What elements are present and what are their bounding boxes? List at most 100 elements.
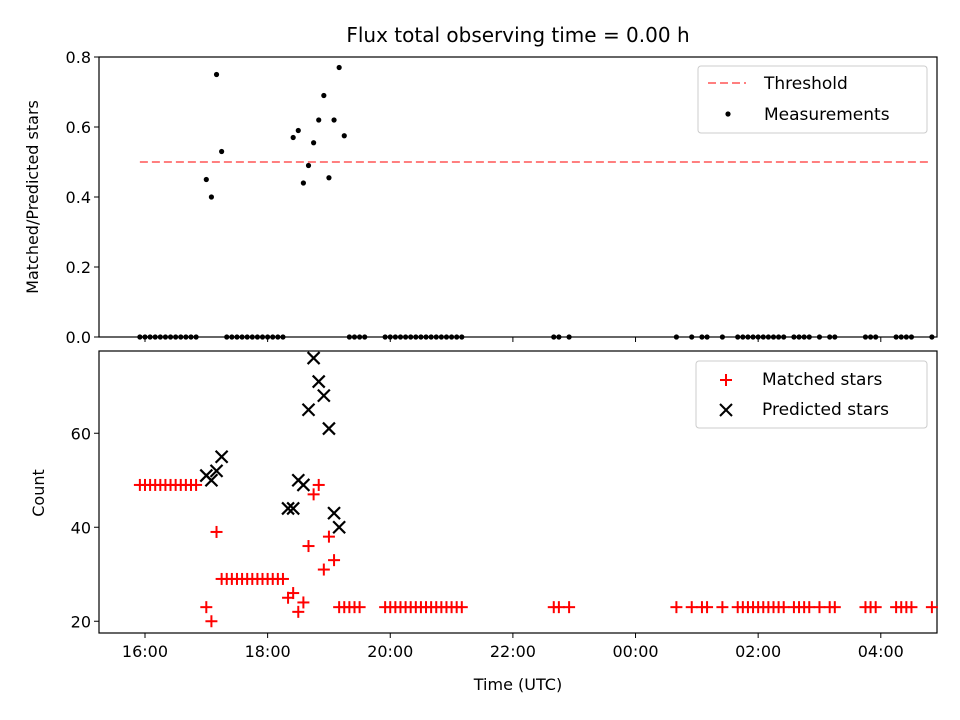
measurement-point: [745, 334, 751, 340]
measurement-point: [791, 334, 797, 340]
measurement-point: [908, 334, 915, 340]
predicted-star-marker: [306, 351, 321, 365]
measurement-point: [397, 334, 404, 340]
predicted-legend-swatch: [719, 403, 733, 417]
measurement-point: [157, 334, 163, 340]
measurement-point: [775, 334, 782, 340]
measurement-point: [219, 148, 225, 155]
measurement-point: [351, 334, 358, 340]
matched-star-marker: [455, 601, 468, 614]
measurement-point: [178, 334, 184, 340]
measurement-point: [275, 334, 281, 340]
measurement-point: [259, 334, 266, 340]
top-y-tick-label: 0.8: [66, 48, 91, 67]
predicted-star-marker: [296, 478, 311, 492]
measurement-point: [862, 334, 869, 340]
measurement-point: [827, 334, 833, 340]
measurement-point: [438, 334, 444, 340]
predicted-star-marker: [311, 374, 326, 389]
measurement-point: [137, 334, 143, 340]
measurement-point: [356, 334, 363, 340]
measurement-point: [832, 334, 838, 340]
measurement-point: [234, 334, 240, 340]
measurement-point: [755, 334, 761, 340]
measurement-point: [704, 334, 710, 340]
x-tick-label: 18:00: [245, 642, 291, 661]
measurement-point: [801, 334, 807, 340]
predicted-star-marker: [281, 501, 295, 516]
measurement-point: [142, 334, 148, 340]
measurement-point: [346, 334, 352, 340]
x-tick-label: 16:00: [122, 642, 168, 661]
measurement-point: [229, 334, 235, 340]
matched-star-marker: [813, 601, 826, 614]
measurement-point: [816, 334, 823, 340]
measurement-point: [382, 334, 388, 340]
matched-star-marker: [670, 601, 683, 614]
predicted-star-marker: [317, 388, 331, 403]
top-legend: Threshold Measurements: [697, 65, 928, 134]
measurement-point: [673, 334, 680, 340]
measurement-point: [162, 334, 169, 340]
bottom-legend-box: [695, 360, 928, 429]
measurement-point: [331, 117, 337, 123]
measurement-point: [326, 175, 332, 181]
measurement-point: [254, 334, 261, 340]
matched-star-marker: [716, 601, 729, 614]
measurement-point: [224, 334, 230, 340]
measurement-point: [392, 334, 398, 340]
measurement-point: [387, 334, 393, 340]
x-tick-label: 20:00: [367, 642, 413, 661]
bottom-y-ticks: 20 40 60: [71, 424, 99, 631]
measurement-point: [898, 334, 904, 340]
top-scatter-points: [137, 64, 935, 340]
matched-star-marker: [210, 525, 223, 538]
measurement-point: [796, 334, 802, 340]
matched-star-marker: [828, 601, 841, 614]
measurement-point: [428, 334, 434, 340]
measurement-point: [719, 334, 725, 340]
matched-star-marker: [205, 615, 218, 628]
matched-star-marker: [925, 601, 938, 614]
predicted-star-marker: [286, 501, 300, 516]
bottom-y-tick-label: 60: [71, 424, 91, 443]
measurement-point: [305, 162, 312, 169]
predicted-star-marker: [209, 464, 224, 478]
top-y-tick-label: 0.0: [66, 328, 91, 347]
measurement-point: [454, 334, 460, 340]
measurement-point: [249, 334, 255, 340]
measurement-point: [152, 334, 158, 340]
measurement-point: [929, 334, 935, 340]
measurement-point: [295, 127, 301, 134]
matched-star-marker: [307, 488, 320, 501]
measurement-point: [765, 334, 771, 340]
x-tick-label: 04:00: [858, 642, 904, 661]
top-y-axis-label: Matched/Predicted stars: [23, 100, 42, 294]
measurement-point: [566, 334, 572, 340]
measurement-point: [867, 334, 874, 340]
predicted-star-marker: [301, 402, 316, 417]
matched-star-marker: [803, 601, 816, 614]
bottom-legend: Matched stars Predicted stars: [695, 360, 928, 429]
predicted-star-marker: [327, 506, 341, 520]
measurement-point: [341, 133, 347, 139]
measurements-legend-swatch: [725, 111, 731, 117]
measurements-legend-label: Measurements: [764, 105, 890, 125]
matched-stars-points: [133, 478, 938, 628]
measurement-point: [208, 194, 215, 200]
top-y-tick-label: 0.6: [66, 118, 91, 137]
x-tick-label: 22:00: [490, 642, 536, 661]
measurement-point: [300, 180, 306, 186]
bottom-panel: 20 40 60 16:00 18:00 20:00 22:00 00:00 02:00 04:…: [29, 350, 938, 694]
measurement-point: [903, 334, 909, 340]
measurement-point: [893, 334, 899, 340]
measurement-point: [418, 334, 424, 340]
measurement-point: [290, 134, 296, 141]
bottom-x-ticks: 16:00 18:00 20:00 22:00 00:00 02:00 04:00: [122, 633, 904, 661]
predicted-star-marker: [214, 449, 229, 464]
x-axis-label: Time (UTC): [473, 675, 562, 694]
measurement-point: [459, 334, 465, 340]
measurement-point: [750, 334, 756, 340]
measurement-point: [443, 334, 450, 340]
matched-star-marker: [312, 478, 325, 491]
